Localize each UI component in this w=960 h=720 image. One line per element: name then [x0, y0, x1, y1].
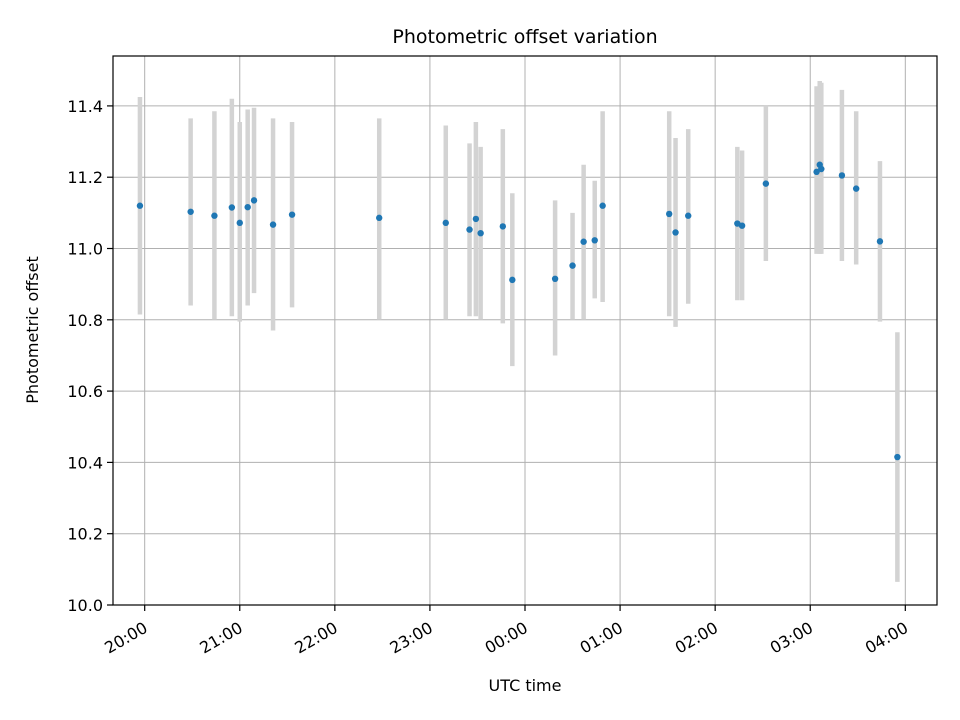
data-point — [244, 203, 251, 211]
y-tick-label: 10.6 — [67, 382, 103, 401]
data-point — [876, 238, 884, 245]
data-point — [269, 221, 277, 228]
data-point — [477, 229, 484, 237]
x-axis-title: UTC time — [489, 676, 562, 695]
data-point — [762, 180, 770, 187]
x-tick-label: 20:00 — [101, 618, 150, 658]
data-point — [551, 275, 559, 283]
data-point — [852, 185, 860, 192]
x-tick-label: 04:00 — [862, 618, 911, 658]
data-point — [442, 219, 449, 227]
x-tick-label: 22:00 — [291, 618, 340, 658]
data-point — [591, 237, 598, 244]
data-point — [136, 202, 144, 209]
data-point — [288, 211, 296, 218]
data-point — [236, 219, 243, 227]
y-tick-label: 11.0 — [67, 240, 103, 259]
data-point — [838, 172, 846, 179]
data-points — [136, 161, 901, 461]
data-point — [894, 453, 901, 461]
x-tick-label: 00:00 — [482, 618, 531, 658]
chart-title: Photometric offset variation — [392, 26, 657, 48]
data-point — [187, 208, 194, 215]
data-point — [818, 165, 825, 173]
data-point — [472, 215, 480, 223]
x-tick-label: 21:00 — [196, 618, 245, 658]
y-tick-label: 10.2 — [67, 525, 103, 544]
y-tick-label: 10.4 — [67, 453, 103, 472]
data-point — [580, 238, 587, 245]
x-tick-label: 23:00 — [386, 618, 435, 658]
data-point — [499, 223, 507, 230]
data-point — [685, 212, 692, 219]
y-tick-label: 10.0 — [67, 596, 103, 615]
x-axis: 20:00 21:00 22:00 23:00 00:00 01:00 02:00 03:00… — [101, 605, 911, 658]
data-point — [250, 197, 258, 204]
data-point — [569, 262, 576, 269]
grid — [113, 56, 937, 606]
data-point — [376, 214, 383, 222]
data-point — [738, 222, 746, 229]
y-tick-label: 10.8 — [67, 311, 103, 330]
data-point — [466, 226, 473, 233]
y-tick-label: 11.4 — [67, 97, 103, 116]
x-tick-label: 01:00 — [577, 618, 626, 658]
data-point — [599, 202, 606, 209]
y-tick-label: 11.2 — [67, 168, 103, 187]
x-tick-label: 03:00 — [767, 618, 816, 658]
y-axis: 10.0 10.2 10.4 10.6 10.8 11.0 11.2 11.4 — [67, 97, 113, 615]
data-point — [509, 276, 516, 284]
data-point — [228, 204, 236, 211]
data-point — [813, 168, 820, 176]
error-bars — [137, 80, 900, 582]
x-tick-label: 02:00 — [672, 618, 721, 658]
y-axis-title: Photometric offset — [23, 256, 42, 404]
data-point — [666, 210, 673, 218]
data-point — [211, 212, 218, 219]
data-point — [672, 229, 679, 236]
